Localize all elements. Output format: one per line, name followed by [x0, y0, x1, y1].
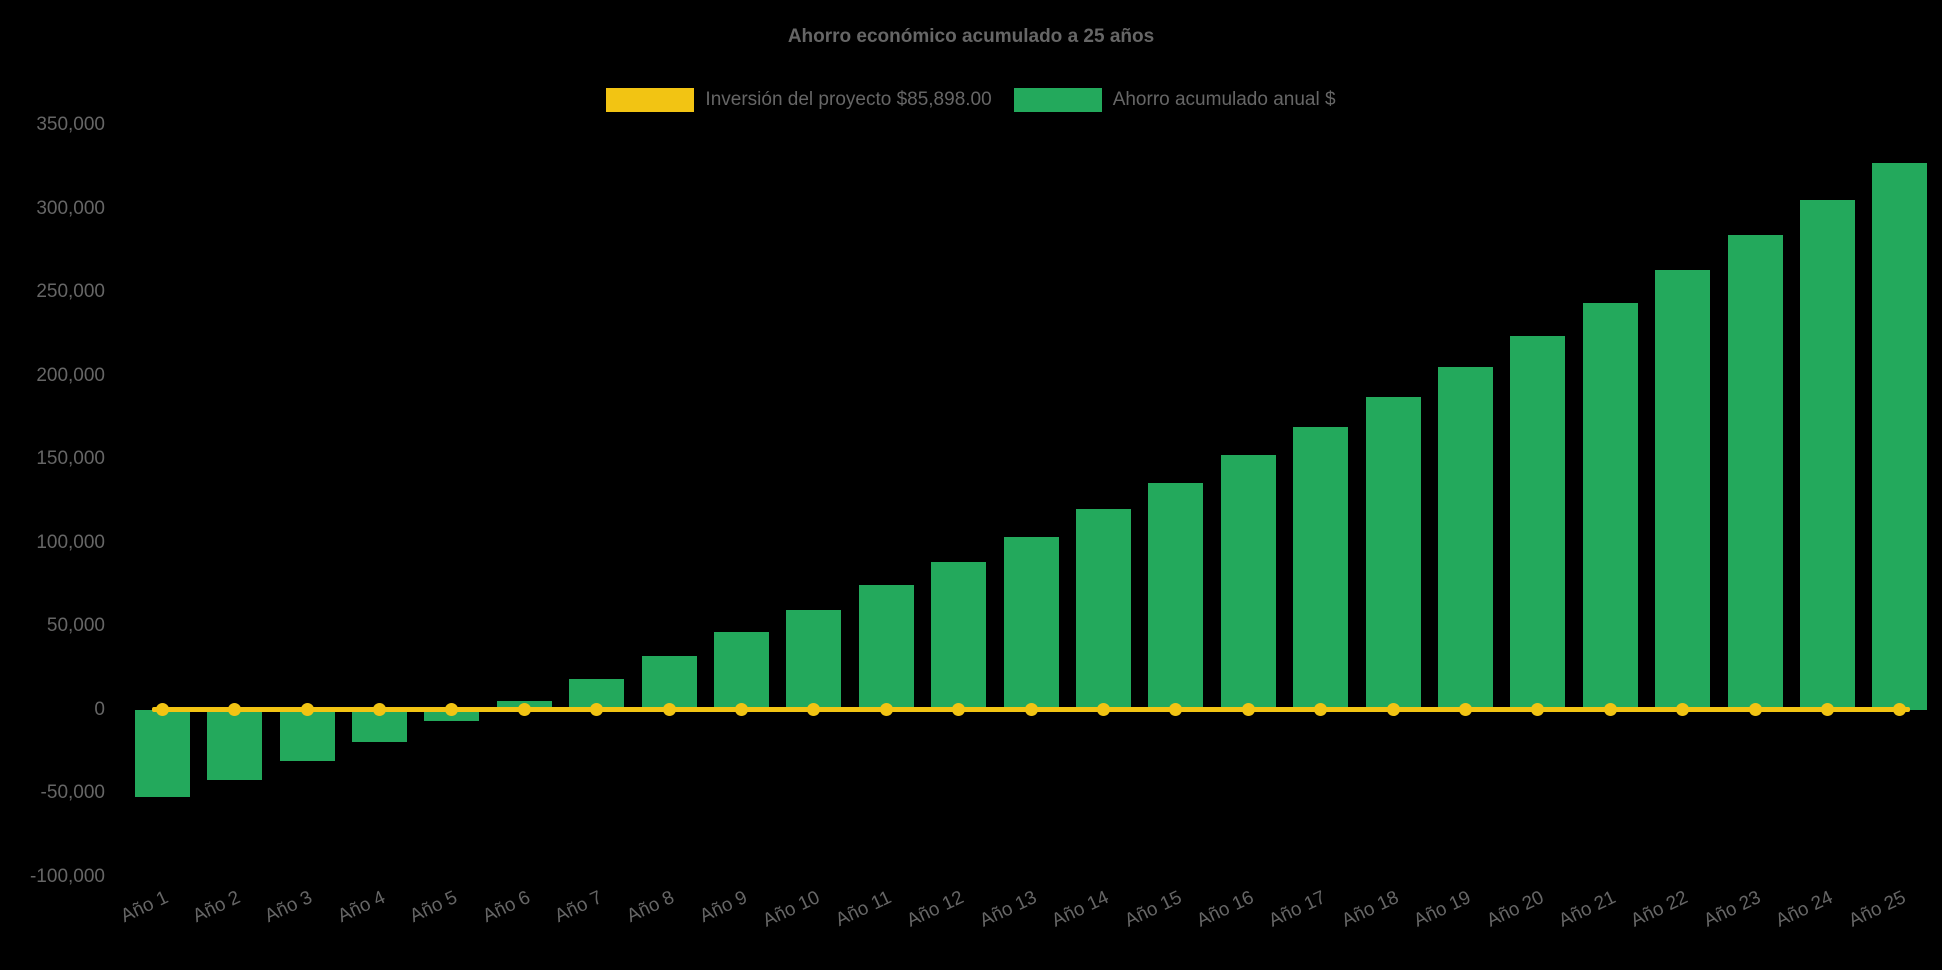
investment-point-year-14[interactable] [1096, 703, 1110, 717]
y-axis: 350,000 300,000 250,000 200,000 150,000 100,0… [0, 114, 112, 887]
legend-label-investment: Inversión del proyecto $85,898.00 [705, 89, 992, 110]
y-tick-label: -100,000 [29, 866, 105, 887]
x-tick-label: Año 13 [976, 887, 1040, 932]
investment-point-year-17[interactable] [1314, 703, 1328, 717]
bar-year-2[interactable] [207, 709, 263, 781]
bar-year-9[interactable] [713, 632, 769, 710]
bar-year-23[interactable] [1727, 235, 1783, 710]
x-tick-label: Año 11 [832, 887, 896, 931]
investment-point-year-3[interactable] [300, 703, 314, 717]
investment-point-year-21[interactable] [1603, 703, 1617, 717]
x-tick-label: Año 14 [1048, 887, 1113, 932]
investment-point-year-19[interactable] [1458, 703, 1472, 717]
legend-swatch-savings-icon [1013, 88, 1102, 112]
y-tick-label: 0 [94, 698, 105, 720]
x-tick-label: Año 21 [1555, 887, 1620, 932]
investment-point-year-4[interactable] [372, 703, 386, 717]
x-tick-label: Año 18 [1338, 887, 1402, 932]
bar-year-14[interactable] [1075, 509, 1131, 710]
x-tick-label: Año 16 [1193, 887, 1258, 932]
legend-item-savings[interactable]: Ahorro acumulado anual $ [1013, 88, 1336, 112]
x-tick-label: Año 6 [479, 887, 534, 928]
investment-point-year-18[interactable] [1386, 703, 1400, 717]
x-tick-label: Año 2 [189, 887, 244, 928]
investment-point-year-20[interactable] [1531, 703, 1545, 717]
bar-year-21[interactable] [1582, 303, 1638, 710]
bar-year-22[interactable] [1655, 269, 1711, 710]
investment-point-year-1[interactable] [155, 703, 169, 717]
y-tick-label: 200,000 [36, 364, 105, 386]
bar-year-19[interactable] [1437, 367, 1493, 710]
plot-area [126, 125, 1936, 877]
legend: Inversión del proyecto $85,898.00 Ahorro… [0, 88, 1942, 112]
x-tick-label: Año 20 [1483, 887, 1547, 932]
bar-year-8[interactable] [641, 655, 697, 710]
investment-point-year-9[interactable] [734, 703, 748, 717]
legend-swatch-investment-icon [606, 88, 695, 112]
investment-point-year-16[interactable] [1241, 703, 1255, 717]
investment-point-year-11[interactable] [879, 703, 893, 717]
y-tick-label: 250,000 [36, 281, 105, 303]
bar-year-20[interactable] [1510, 335, 1566, 710]
investment-point-year-8[interactable] [662, 703, 676, 717]
y-tick-label: 100,000 [36, 531, 105, 553]
x-tick-label: Año 24 [1772, 887, 1837, 932]
investment-point-year-22[interactable] [1676, 703, 1690, 717]
bar-year-18[interactable] [1365, 397, 1421, 710]
investment-point-year-2[interactable] [228, 703, 242, 717]
bar-year-16[interactable] [1220, 455, 1276, 710]
x-tick-label: Año 15 [1121, 887, 1185, 932]
investment-point-year-13[interactable] [1024, 703, 1038, 717]
investment-point-year-6[interactable] [517, 703, 531, 717]
investment-point-year-24[interactable] [1820, 703, 1834, 717]
y-tick-label: 50,000 [46, 615, 105, 637]
x-tick-label: Año 19 [1410, 887, 1475, 932]
y-tick-label: 300,000 [36, 197, 105, 219]
legend-item-investment[interactable]: Inversión del proyecto $85,898.00 [606, 88, 992, 112]
x-tick-label: Año 22 [1628, 887, 1692, 932]
x-tick-label: Año 9 [696, 887, 751, 928]
bar-year-10[interactable] [786, 609, 842, 710]
bar-year-11[interactable] [858, 585, 914, 710]
bar-year-24[interactable] [1799, 200, 1855, 710]
legend-label-savings: Ahorro acumulado anual $ [1112, 89, 1336, 110]
bar-year-17[interactable] [1293, 426, 1349, 710]
x-tick-label: Año 23 [1700, 887, 1764, 932]
x-tick-label: Año 25 [1845, 887, 1909, 932]
x-tick-label: Año 12 [904, 887, 968, 932]
y-tick-label: -50,000 [40, 782, 105, 804]
x-tick-label: Año 17 [1266, 887, 1330, 932]
investment-point-year-10[interactable] [807, 703, 821, 717]
investment-point-year-7[interactable] [590, 703, 604, 717]
investment-point-year-25[interactable] [1893, 703, 1907, 717]
x-tick-label: Año 10 [759, 887, 823, 932]
bar-year-1[interactable] [134, 709, 190, 797]
x-axis: Año 1 Año 2 Año 3 Año 4 Año 5 Año 6 Año 7 Año 8… [117, 887, 1936, 967]
bar-year-13[interactable] [1003, 536, 1059, 710]
x-tick-label: Año 8 [623, 887, 678, 928]
y-tick-label: 150,000 [36, 448, 105, 470]
investment-point-year-12[interactable] [952, 703, 966, 717]
x-tick-label: Año 4 [334, 887, 389, 928]
x-tick-label: Año 5 [406, 887, 461, 928]
investment-point-year-23[interactable] [1748, 703, 1762, 717]
x-tick-label: Año 1 [117, 887, 172, 928]
bar-year-3[interactable] [279, 709, 335, 761]
x-tick-label: Año 7 [551, 887, 606, 928]
investment-point-year-5[interactable] [445, 703, 459, 717]
bar-year-25[interactable] [1872, 163, 1928, 710]
investment-point-year-15[interactable] [1169, 703, 1183, 717]
bar-year-15[interactable] [1148, 482, 1204, 710]
chart-title: Ahorro económico acumulado a 25 años [787, 26, 1155, 47]
y-tick-label: 350,000 [36, 114, 105, 135]
x-tick-label: Año 3 [261, 887, 316, 928]
bar-year-12[interactable] [931, 562, 987, 710]
